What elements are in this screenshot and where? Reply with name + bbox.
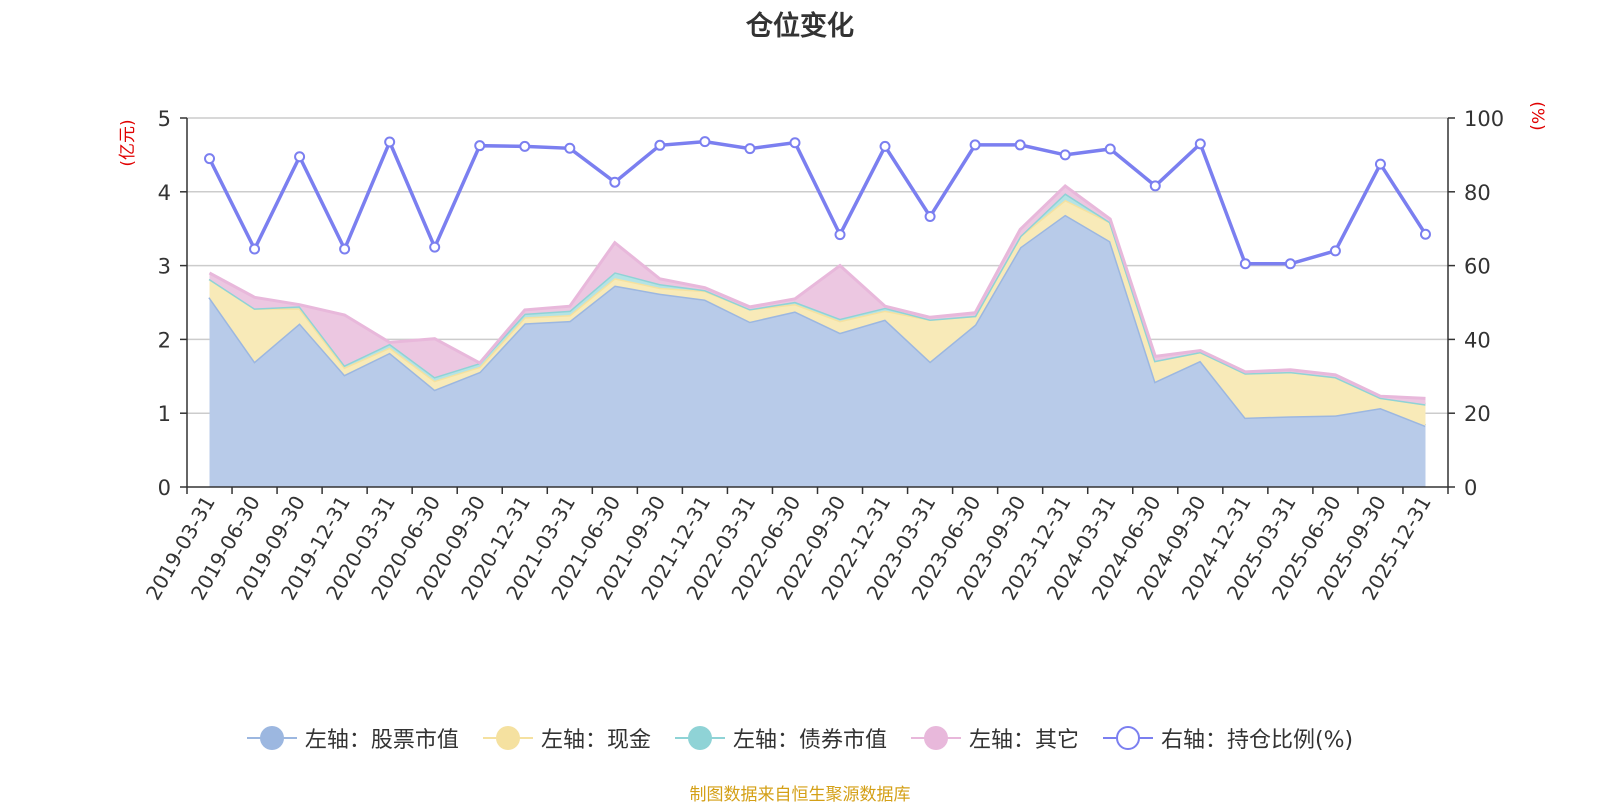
ratio-line-path	[207, 137, 1427, 266]
left-tick-label: 0	[158, 476, 171, 500]
ratio-point[interactable]	[384, 136, 396, 148]
ratio-point[interactable]	[744, 143, 756, 155]
ratio-point[interactable]	[609, 176, 621, 188]
legend-label: 左轴：股票市值	[304, 728, 459, 753]
ratio-point[interactable]	[294, 151, 306, 163]
ratio-point[interactable]	[834, 229, 846, 241]
right-tick-label: 100	[1464, 107, 1504, 131]
ratio-point[interactable]	[249, 243, 261, 255]
legend-swatch-icon	[482, 725, 533, 751]
legend-swatch-icon	[674, 725, 725, 751]
legend-label: 左轴：其它	[968, 728, 1079, 753]
left-tick-label: 1	[158, 402, 171, 426]
ratio-point[interactable]	[339, 243, 351, 255]
area-series-1	[209, 214, 1426, 487]
right-tick-label: 60	[1464, 255, 1491, 279]
ratio-point[interactable]	[1059, 149, 1071, 161]
ratio-point[interactable]	[654, 139, 666, 151]
ratio-point[interactable]	[924, 211, 936, 223]
ratio-point[interactable]	[204, 153, 216, 165]
ratio-point[interactable]	[474, 140, 486, 152]
left-axis-label: (亿元)	[118, 119, 138, 166]
ratio-point[interactable]	[699, 136, 711, 148]
source-note: 制图数据来自恒生聚源数据库	[689, 785, 911, 805]
ratio-point[interactable]	[969, 139, 981, 151]
legend-swatch-icon	[246, 725, 297, 751]
stacked-areas	[208, 183, 1427, 487]
ratio-point[interactable]	[1329, 245, 1341, 257]
ratio-point[interactable]	[564, 142, 576, 154]
ratio-point[interactable]	[1104, 143, 1116, 155]
area-edge-series-4	[208, 183, 1426, 400]
right-tick-label: 0	[1464, 476, 1477, 500]
right-tick-label: 80	[1464, 181, 1491, 205]
ratio-point[interactable]	[1014, 139, 1026, 151]
legend-item-4[interactable]: 左轴：其它	[910, 722, 1079, 754]
area-series-4	[209, 185, 1426, 405]
ratio-point[interactable]	[1419, 228, 1431, 240]
right-tick-label: 20	[1464, 402, 1491, 426]
legend-swatch-icon	[1102, 725, 1153, 751]
ratio-point[interactable]	[879, 140, 891, 152]
legend-label: 右轴：持仓比例(%)	[1160, 728, 1354, 753]
chart-title: 仓位变化	[746, 11, 854, 42]
ratio-line	[204, 136, 1431, 270]
legend: 左轴：股票市值 左轴：现金 左轴：债券市值 左轴：其它 右轴：持仓比例(%)	[0, 722, 1600, 754]
ratio-point[interactable]	[1239, 258, 1251, 270]
right-axis-label: (%)	[1527, 101, 1547, 130]
legend-label: 左轴：债券市值	[732, 728, 887, 753]
ratio-point[interactable]	[1194, 138, 1206, 150]
ratio-point[interactable]	[519, 140, 531, 152]
legend-item-3[interactable]: 左轴：债券市值	[674, 722, 887, 754]
left-tick-label: 4	[158, 181, 171, 205]
ratio-point[interactable]	[429, 241, 441, 253]
right-tick-label: 40	[1464, 328, 1491, 352]
left-tick-label: 2	[158, 328, 171, 352]
left-tick-label: 3	[158, 255, 171, 279]
legend-label: 左轴：现金	[540, 728, 651, 753]
legend-item-2[interactable]: 左轴：现金	[482, 722, 651, 754]
ratio-point[interactable]	[789, 137, 801, 149]
ratio-point[interactable]	[1284, 258, 1296, 270]
legend-item-5[interactable]: 右轴：持仓比例(%)	[1102, 722, 1354, 754]
legend-item-1[interactable]: 左轴：股票市值	[246, 722, 459, 754]
legend-swatch-icon	[910, 725, 961, 751]
left-tick-label: 5	[158, 107, 171, 131]
ratio-point[interactable]	[1374, 158, 1386, 170]
ratio-point[interactable]	[1149, 180, 1161, 192]
